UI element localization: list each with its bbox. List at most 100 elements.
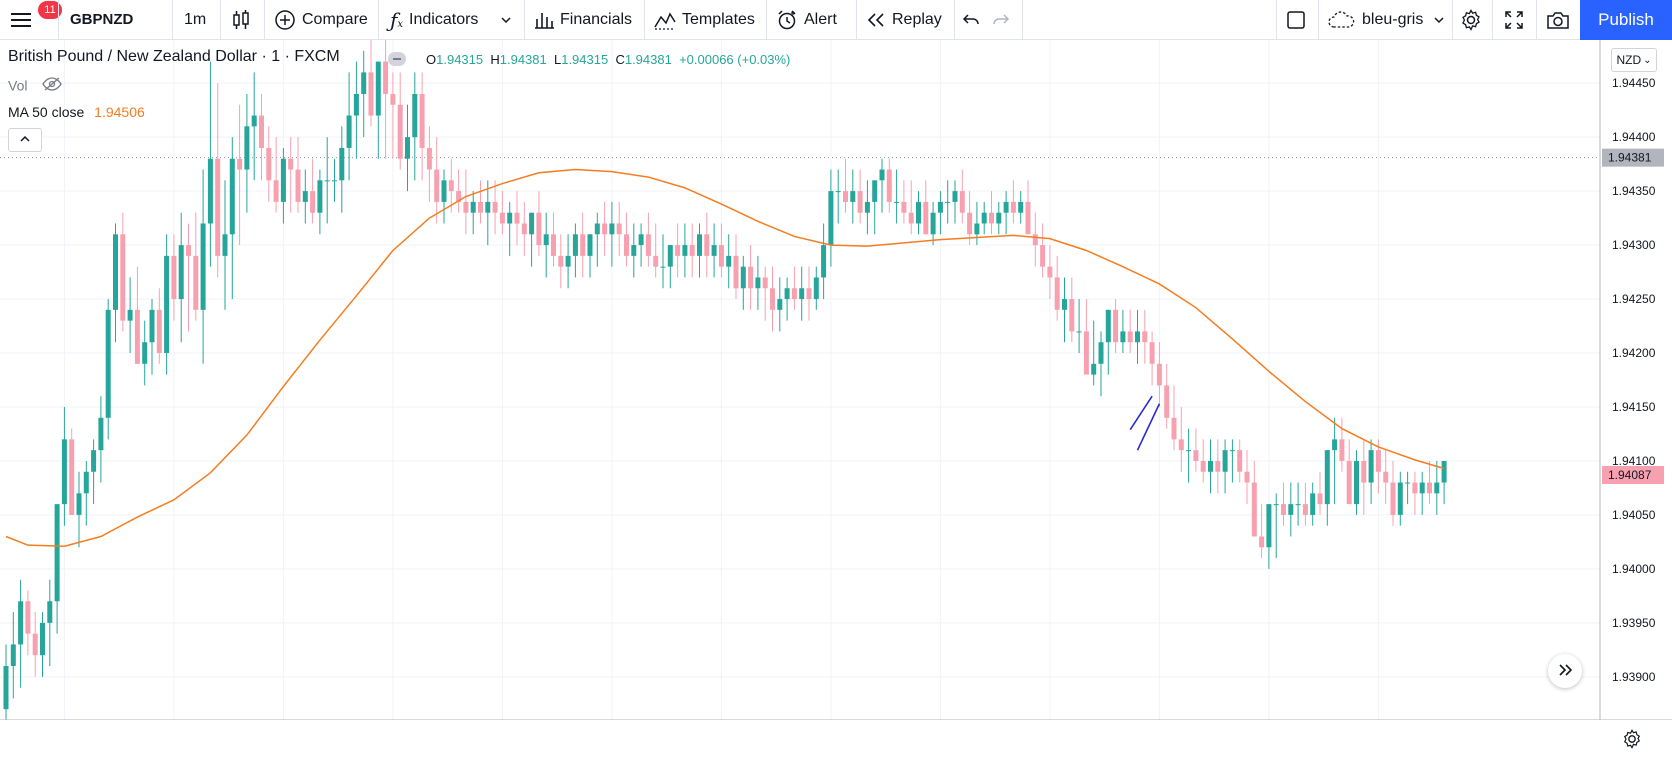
chart-canvas[interactable]: 1.94450 1.94400 1.94350 1.94300 1.94250 1.942…: [0, 40, 1672, 720]
ma-label: MA 50 close: [8, 104, 85, 120]
candle-body: [1054, 277, 1060, 310]
candle-body: [529, 212, 535, 235]
candle-body: [54, 504, 60, 602]
candle-body: [1346, 460, 1352, 505]
indicators-label: Indicators: [409, 10, 479, 28]
candle-body: [1003, 201, 1009, 213]
change-value: +0.00066 (+0.03%): [679, 52, 791, 67]
low-value: 1.94315: [561, 52, 609, 67]
candle-body: [784, 288, 790, 300]
candle-body: [1419, 482, 1425, 494]
compare-label: Compare: [302, 10, 368, 28]
indicators-dropdown-button[interactable]: [500, 0, 520, 39]
candle-body: [127, 309, 133, 321]
candle-body: [353, 93, 359, 116]
trend-line-drawing: [1129, 395, 1153, 431]
candle-body: [791, 288, 797, 300]
grid-lines: [0, 40, 1600, 720]
settings-button[interactable]: [1460, 0, 1484, 39]
redo-button[interactable]: [992, 0, 1016, 39]
candle-body: [1164, 385, 1170, 418]
candle-body: [383, 61, 389, 94]
candle-body: [762, 277, 768, 289]
scroll-to-realtime-button[interactable]: [1548, 654, 1582, 688]
candle-body: [32, 633, 38, 656]
snapshot-button[interactable]: [1546, 0, 1572, 39]
candle-body: [156, 309, 162, 354]
candle-body: [142, 342, 148, 364]
candle-body: [310, 191, 316, 213]
price-tick-label: 1.94350: [1612, 184, 1656, 198]
candle-body: [1193, 450, 1199, 461]
interval-button[interactable]: 1m: [184, 0, 214, 39]
publish-button[interactable]: Publish: [1580, 0, 1672, 40]
legend-toggle-button[interactable]: [388, 52, 406, 66]
volume-legend-row[interactable]: Vol: [8, 77, 62, 96]
ma-50-line: [5, 168, 1445, 547]
candle-body: [25, 601, 31, 634]
candle-body: [149, 309, 155, 343]
candle-body: [434, 169, 440, 202]
candle-body: [98, 417, 104, 451]
candle-body: [660, 266, 666, 268]
replay-button[interactable]: Replay: [866, 0, 942, 39]
ma-legend-row[interactable]: MA 50 close 1.94506: [8, 104, 145, 120]
candle-body: [631, 245, 637, 256]
candle-body: [1215, 460, 1221, 472]
fullscreen-layout-toggle[interactable]: [1286, 0, 1310, 39]
candle-body: [813, 277, 819, 300]
high-key: H: [490, 52, 500, 67]
candle-body: [1237, 450, 1243, 472]
candle-body: [1259, 536, 1265, 548]
legend-collapse-button[interactable]: [8, 128, 42, 152]
candle-body: [1412, 482, 1418, 494]
candle-body: [273, 180, 279, 202]
alert-button[interactable]: Alert: [776, 0, 837, 39]
price-tick-label: 1.94300: [1612, 238, 1656, 252]
candle-body: [1010, 201, 1016, 213]
candle-body: [332, 180, 337, 182]
candle-body: [1200, 460, 1206, 472]
candle-body: [1295, 504, 1301, 506]
open-value: 1.94315: [436, 52, 484, 67]
indicators-button[interactable]: ƒx Indicators: [390, 0, 478, 39]
cloud-icon: [1326, 10, 1356, 30]
candle-body: [930, 212, 936, 235]
candle-body: [835, 191, 841, 193]
candle-body: [981, 212, 987, 224]
chart-type-button[interactable]: [230, 0, 258, 39]
candle-body: [492, 201, 498, 213]
volume-label: Vol: [8, 77, 28, 94]
axis-settings-button[interactable]: [1622, 729, 1642, 754]
compare-button[interactable]: Compare: [274, 0, 368, 39]
candle-body: [485, 201, 491, 213]
candle-body: [113, 234, 118, 310]
templates-button[interactable]: Templates: [654, 0, 755, 39]
camera-icon: [1546, 10, 1570, 30]
financials-button[interactable]: Financials: [534, 0, 632, 39]
candle-body: [1302, 504, 1308, 515]
main-menu-button[interactable]: 11: [8, 0, 62, 39]
eye-hidden-icon[interactable]: [42, 77, 62, 96]
candle-body: [514, 212, 520, 224]
undo-button[interactable]: [962, 0, 986, 39]
candle-body: [959, 191, 965, 213]
layout-select-button[interactable]: bleu-gris: [1326, 0, 1445, 39]
candle-body: [339, 147, 345, 181]
candle-body: [821, 245, 827, 278]
candle-body: [1083, 331, 1089, 375]
financials-label: Financials: [560, 10, 633, 28]
candle-body: [726, 255, 732, 267]
fullscreen-button[interactable]: [1504, 0, 1528, 39]
candle-body: [207, 158, 213, 224]
symbol-search-button[interactable]: GBPNZD: [70, 0, 170, 39]
candle-body: [872, 180, 878, 202]
candle-body: [295, 169, 301, 202]
currency-select[interactable]: NZD ⌄: [1611, 48, 1657, 72]
candle-body: [1375, 450, 1381, 472]
candle-body: [1288, 504, 1294, 515]
candle-body: [857, 191, 863, 213]
series-title: British Pound / New Zealand Dollar · 1 ·…: [8, 48, 340, 65]
trend-line-drawing: [1136, 403, 1161, 451]
candle-body: [879, 169, 885, 181]
